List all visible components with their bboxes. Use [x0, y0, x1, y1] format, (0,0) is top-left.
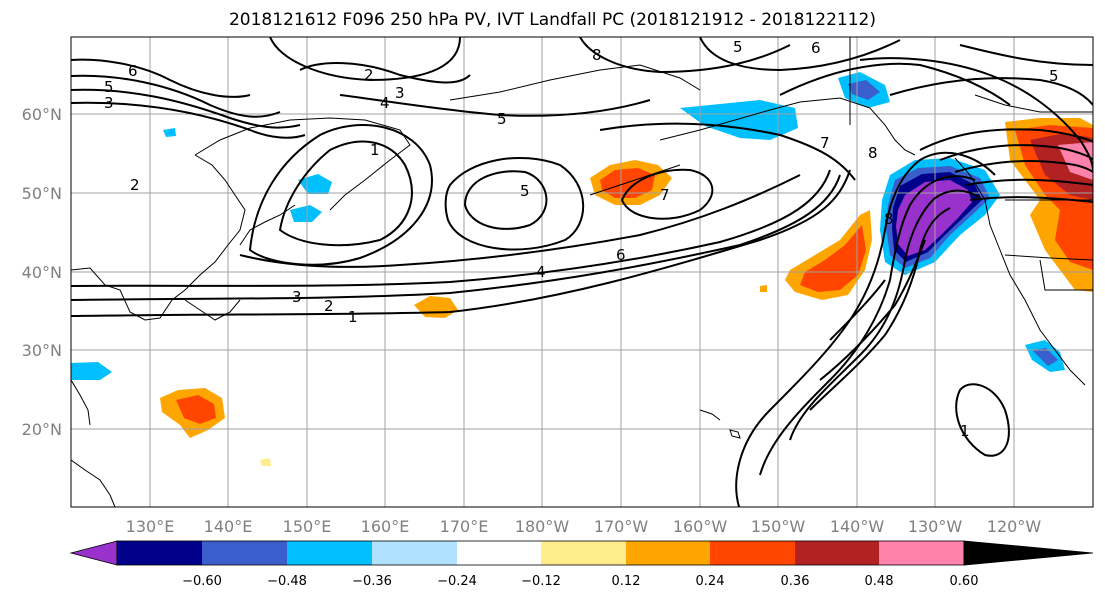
- map-title: 2018121612 F096 250 hPa PV, IVT Landfall…: [228, 10, 876, 30]
- colorbar: −0.60 −0.48 −0.36 −0.24 −0.12 0.12 0.24 …: [69, 540, 1094, 589]
- contour-label: 4: [380, 94, 390, 112]
- lon-tick-label: 180°W: [515, 517, 570, 536]
- lat-tick-label: 30°N: [22, 341, 62, 360]
- lon-tick-label: 160°E: [361, 517, 410, 536]
- colorbar-segment: [541, 541, 626, 565]
- latitude-labels: 60°N 50°N 40°N 30°N 20°N: [22, 105, 62, 439]
- colorbar-extend-low: [69, 540, 118, 566]
- contour-label: 2: [324, 297, 334, 315]
- contour-labels: 6 5 3 2 3 4 5 8 5 6 5 1 2 5 7 6 4 3 2 1: [104, 38, 1059, 440]
- contour-label: 1: [348, 308, 358, 326]
- lat-tick-label: 40°N: [22, 263, 62, 282]
- lat-tick-label: 50°N: [22, 184, 62, 203]
- longitude-labels: 130°E 140°E 150°E 160°E 170°E 180°W 170°…: [126, 517, 1042, 536]
- lon-tick-label: 130°E: [126, 517, 175, 536]
- colorbar-extend-high: [963, 540, 1094, 566]
- colorbar-segment: [795, 541, 879, 565]
- contour-label: 4: [536, 263, 546, 281]
- colorbar-segment: [372, 541, 457, 565]
- colorbar-segment: [710, 541, 795, 565]
- map-gridlines: [71, 37, 1093, 507]
- colorbar-tick-label: 0.24: [696, 574, 725, 589]
- colorbar-segment: [626, 541, 710, 565]
- colorbar-tick-label: 0.36: [781, 574, 810, 589]
- colorbar-tick-label: 0.48: [865, 574, 894, 589]
- contour-label: 5: [497, 110, 507, 128]
- contour-label: 8: [592, 46, 602, 64]
- lon-tick-label: 130°W: [908, 517, 963, 536]
- contour-label: 8: [868, 144, 878, 162]
- contour-label: 7: [660, 186, 670, 204]
- colorbar-segment: [287, 541, 372, 565]
- lon-tick-label: 170°E: [440, 517, 489, 536]
- contour-label: 5: [733, 38, 743, 56]
- lat-tick-label: 60°N: [22, 105, 62, 124]
- colorbar-segment: [117, 541, 202, 565]
- lon-tick-label: 150°W: [751, 517, 806, 536]
- map-area: 6 5 3 2 3 4 5 8 5 6 5 1 2 5 7 6 4 3 2 1: [71, 37, 1093, 507]
- contour-label: 3: [104, 94, 114, 112]
- contour-label: 6: [811, 39, 821, 57]
- coastlines: [71, 37, 1093, 507]
- contour-label: 8: [884, 210, 894, 228]
- colorbar-tick-label: −0.36: [352, 574, 392, 589]
- contour-label: 2: [364, 66, 374, 84]
- lon-tick-label: 140°E: [204, 517, 253, 536]
- lon-tick-label: 160°W: [673, 517, 728, 536]
- colorbar-tick-label: −0.48: [267, 574, 307, 589]
- contour-label: 5: [520, 182, 530, 200]
- contour-label: 6: [616, 246, 626, 264]
- colorbar-tick-label: −0.24: [437, 574, 477, 589]
- colorbar-segment: [879, 541, 964, 565]
- contour-label: 3: [292, 288, 302, 306]
- colorbar-tick-label: −0.12: [521, 574, 561, 589]
- lon-tick-label: 120°W: [987, 517, 1042, 536]
- contour-label: 7: [820, 134, 830, 152]
- pv-contours: [71, 37, 1093, 507]
- colorbar-segment: [202, 541, 287, 565]
- contour-label: 6: [128, 62, 138, 80]
- colorbar-tick-label: 0.60: [950, 574, 979, 589]
- contour-label: 3: [395, 84, 405, 102]
- colorbar-tick-label: −0.60: [182, 574, 222, 589]
- contour-label: 1: [370, 141, 380, 159]
- contour-label: 5: [1049, 67, 1059, 85]
- contour-label: 1: [960, 422, 970, 440]
- colorbar-segment: [457, 541, 541, 565]
- lat-tick-label: 20°N: [22, 420, 62, 439]
- lon-tick-label: 150°E: [283, 517, 332, 536]
- lon-tick-label: 140°W: [830, 517, 885, 536]
- contour-label: 2: [130, 176, 140, 194]
- colorbar-tick-label: 0.12: [612, 574, 641, 589]
- lon-tick-label: 170°W: [594, 517, 649, 536]
- contour-label: 5: [104, 78, 114, 96]
- map-frame: [70, 36, 1094, 508]
